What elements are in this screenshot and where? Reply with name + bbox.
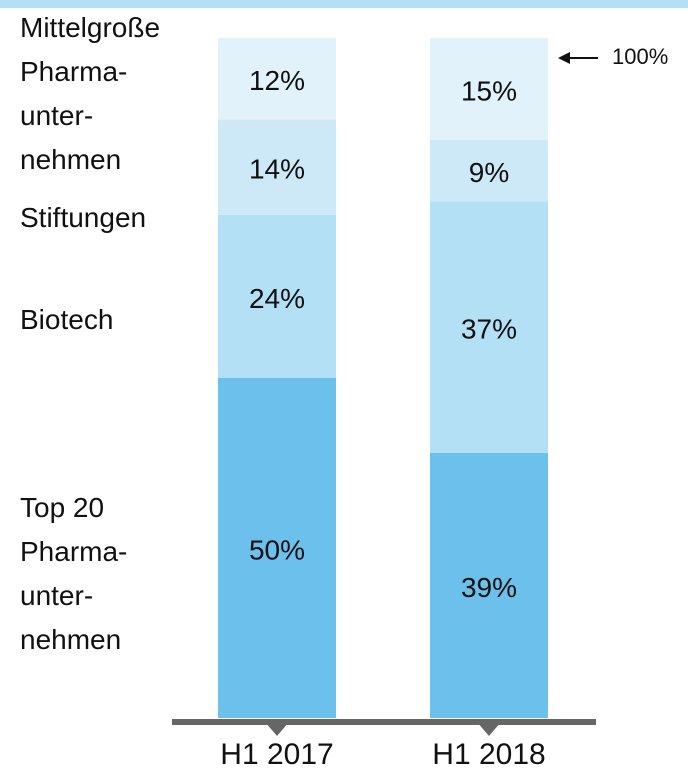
top-band <box>0 0 688 8</box>
annotation-arrowhead <box>558 52 570 64</box>
x-tick-label: H1 2018 <box>432 738 545 771</box>
data-label: 50% <box>249 534 305 565</box>
legend-label: Biotech <box>20 304 114 335</box>
x-tick-label: H1 2017 <box>220 738 333 771</box>
bar-segment <box>218 214 336 378</box>
legend-label: Stiftungen <box>20 202 147 233</box>
bar-segment <box>218 38 336 120</box>
axis-marker <box>477 722 501 736</box>
annotation: 100% <box>612 44 668 69</box>
data-label: 15% <box>461 75 517 106</box>
bar-segment <box>430 140 548 202</box>
bar-segment <box>430 452 548 718</box>
data-label: 39% <box>461 572 517 603</box>
data-label: 24% <box>249 283 305 314</box>
bar-segment <box>430 201 548 453</box>
axis-marker <box>265 722 289 736</box>
bar-segment <box>218 119 336 215</box>
data-label: 37% <box>461 313 517 344</box>
data-label: 14% <box>249 154 305 185</box>
data-label: 9% <box>469 157 509 188</box>
legend-label: Mittelgroße Pharma- unter- nehmen <box>20 12 161 175</box>
data-label: 12% <box>249 65 305 96</box>
bar-segment <box>218 378 336 718</box>
legend-label: Top 20 Pharma- unter- nehmen <box>20 492 128 655</box>
bar-segment <box>430 38 548 140</box>
